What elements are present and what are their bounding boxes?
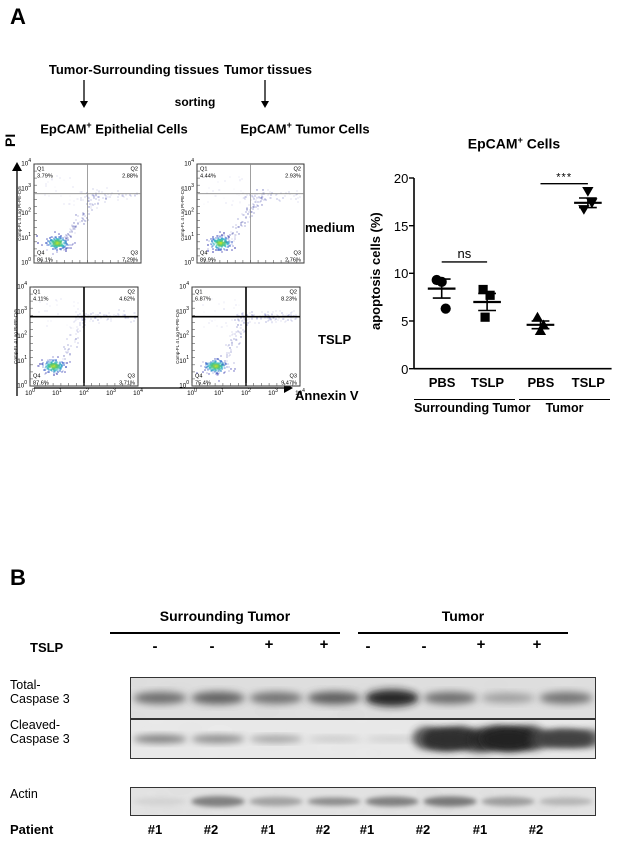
svg-text:100: 100 [25,388,35,397]
svg-text:Comp-FL 4 Log PI-PE-Cy5: Comp-FL 4 Log PI-PE-Cy5 [175,309,180,364]
svg-text:102: 102 [179,331,189,340]
svg-text:2.88%: 2.88% [122,174,138,180]
svg-text:101: 101 [214,388,224,397]
svg-text:104: 104 [179,281,189,290]
svg-text:103: 103 [106,388,116,397]
svg-text:100: 100 [21,257,31,266]
svg-text:Q1: Q1 [37,167,44,173]
svg-text:8.23%: 8.23% [281,297,297,303]
svg-text:ns: ns [458,246,472,261]
svg-text:Q3: Q3 [128,374,135,380]
svg-text:102: 102 [184,208,194,217]
svg-text:102: 102 [21,208,31,217]
svg-text:101: 101 [52,388,62,397]
svg-text:Q4: Q4 [33,374,40,380]
svg-text:103: 103 [179,306,189,315]
svg-text:103: 103 [268,388,278,397]
svg-text:102: 102 [79,388,89,397]
svg-text:2.93%: 2.93% [285,174,301,180]
svg-text:Q2: Q2 [294,167,301,173]
svg-text:103: 103 [184,183,194,192]
svg-text:Q4: Q4 [37,251,44,257]
svg-text:3.71%: 3.71% [119,381,135,387]
svg-text:100: 100 [179,380,189,389]
svg-text:Q2: Q2 [290,290,297,296]
svg-text:103: 103 [17,306,27,315]
svg-text:75.4%: 75.4% [195,381,211,387]
svg-text:6.87%: 6.87% [195,297,211,303]
svg-text:87.6%: 87.6% [33,381,49,387]
svg-text:Q4: Q4 [195,374,202,380]
svg-text:100: 100 [184,257,194,266]
svg-text:Q3: Q3 [294,251,301,257]
svg-text:Q2: Q2 [131,167,138,173]
svg-text:***: *** [557,171,573,183]
svg-text:Q2: Q2 [128,290,135,296]
svg-text:Q1: Q1 [200,167,207,173]
svg-text:101: 101 [179,356,189,365]
svg-text:101: 101 [17,356,27,365]
svg-text:102: 102 [241,388,251,397]
svg-text:2.76%: 2.76% [285,258,301,264]
svg-text:Q1: Q1 [195,290,202,296]
svg-text:104: 104 [21,158,31,167]
svg-text:9.47%: 9.47% [281,381,297,387]
svg-text:104: 104 [17,281,27,290]
svg-text:4.11%: 4.11% [33,297,48,303]
svg-text:4.62%: 4.62% [119,297,135,303]
svg-text:Q1: Q1 [33,290,40,296]
svg-text:Q3: Q3 [290,374,297,380]
svg-text:86.1%: 86.1% [37,258,53,264]
svg-text:Q3: Q3 [131,251,138,257]
svg-text:Comp-FL 4 Log PI-PE-Cy5: Comp-FL 4 Log PI-PE-Cy5 [17,186,22,241]
svg-text:101: 101 [184,233,194,242]
svg-text:101: 101 [21,233,31,242]
svg-text:100: 100 [17,380,27,389]
svg-text:7.29%: 7.29% [122,258,138,264]
svg-text:104: 104 [184,158,194,167]
svg-text:102: 102 [17,331,27,340]
svg-text:3.79%: 3.79% [37,174,53,180]
svg-text:4.44%: 4.44% [200,174,216,180]
svg-text:100: 100 [187,388,197,397]
svg-text:Comp-FL 4 Log PI-PE-Cy5: Comp-FL 4 Log PI-PE-Cy5 [13,309,18,364]
svg-text:Comp-FL 4 Log PI-PE-Cy5: Comp-FL 4 Log PI-PE-Cy5 [180,186,185,241]
svg-text:Q4: Q4 [200,251,207,257]
svg-text:103: 103 [21,183,31,192]
svg-text:89.9%: 89.9% [200,258,216,264]
